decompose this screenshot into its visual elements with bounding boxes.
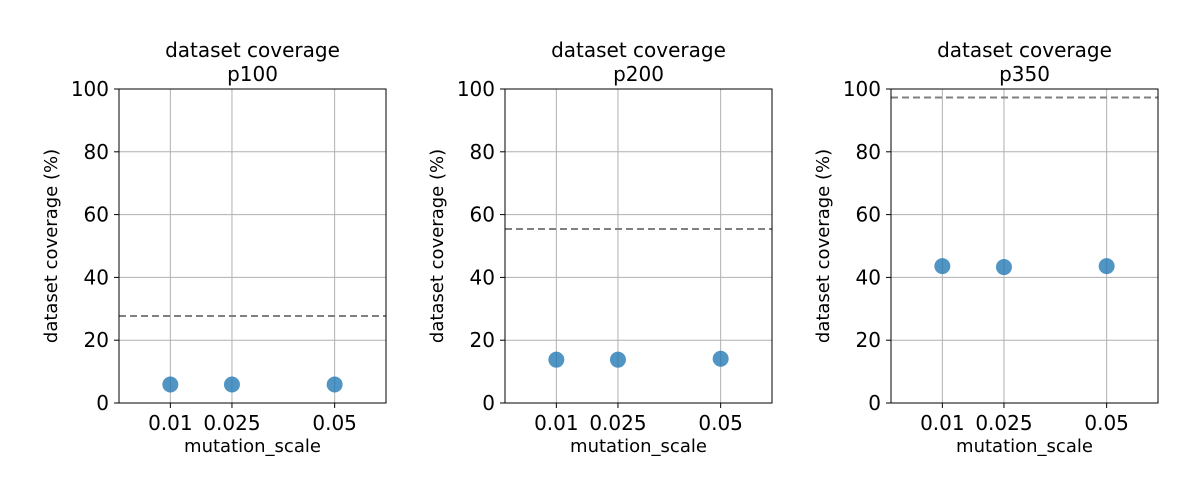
chart-title-line: dataset coverage xyxy=(165,38,340,62)
y-tick-label: 100 xyxy=(843,77,881,101)
chart-title: dataset coverage p100 xyxy=(165,38,340,86)
x-tick-label: 0.025 xyxy=(203,411,260,435)
y-tick-label: 40 xyxy=(84,265,109,289)
x-tick-label: 0.01 xyxy=(148,411,193,435)
chart-title-line: p100 xyxy=(227,62,278,86)
y-tick-label: 20 xyxy=(856,328,881,352)
x-tick-label: 0.01 xyxy=(920,411,965,435)
y-axis-label: dataset coverage (%) xyxy=(813,149,834,343)
chart-panel-2: 0.01 0.025 0.05 0 20 40 60 80 100 mutation_scale d… xyxy=(813,38,1159,457)
y-tick-label: 100 xyxy=(71,77,109,101)
y-tick-label: 80 xyxy=(470,140,495,164)
y-tick-label: 80 xyxy=(856,140,881,164)
y-tick-label: 60 xyxy=(470,203,495,227)
x-tick-label: 0.025 xyxy=(589,411,646,435)
x-axis-label: mutation_scale xyxy=(956,436,1093,457)
chart-title-line: dataset coverage xyxy=(937,38,1112,62)
y-tick-label: 80 xyxy=(84,140,109,164)
data-point-2 xyxy=(1098,258,1115,275)
y-tick-label: 20 xyxy=(84,328,109,352)
y-axis-label: dataset coverage (%) xyxy=(427,149,448,343)
x-tick-label: 0.05 xyxy=(698,411,743,435)
chart-title: dataset coverage p350 xyxy=(937,38,1112,86)
y-tick-label: 0 xyxy=(482,391,495,415)
y-axis-label: dataset coverage (%) xyxy=(41,149,62,343)
y-tick-label: 40 xyxy=(856,265,881,289)
axes-frame xyxy=(118,88,387,404)
y-tick-label: 0 xyxy=(96,391,109,415)
data-point-2 xyxy=(712,350,729,367)
data-point-0 xyxy=(162,376,179,393)
axes-frame xyxy=(504,88,773,404)
chart-title: dataset coverage p200 xyxy=(551,38,726,86)
y-tick-label: 20 xyxy=(470,328,495,352)
data-point-0 xyxy=(548,351,565,368)
x-tick-label: 0.025 xyxy=(975,411,1032,435)
chart-title-line: dataset coverage xyxy=(551,38,726,62)
data-point-2 xyxy=(326,376,343,393)
y-tick-label: 40 xyxy=(470,265,495,289)
data-point-0 xyxy=(934,258,951,275)
x-tick-label: 0.05 xyxy=(1084,411,1129,435)
x-axis-label: mutation_scale xyxy=(184,436,321,457)
data-point-1 xyxy=(995,259,1012,276)
x-axis-label: mutation_scale xyxy=(570,436,707,457)
axes-frame xyxy=(890,88,1159,404)
x-tick-label: 0.01 xyxy=(534,411,579,435)
data-point-1 xyxy=(609,351,626,368)
chart-panel-1: 0.01 0.025 0.05 0 20 40 60 80 100 mutation_scale d… xyxy=(427,38,773,457)
x-tick-label: 0.05 xyxy=(312,411,357,435)
chart-panel-0: 0.01 0.025 0.05 0 20 40 60 80 100 mutation_scale d… xyxy=(41,38,387,457)
data-point-1 xyxy=(223,376,240,393)
chart-title-line: p350 xyxy=(999,62,1050,86)
y-tick-label: 60 xyxy=(84,203,109,227)
y-tick-label: 60 xyxy=(856,203,881,227)
chart-title-line: p200 xyxy=(613,62,664,86)
y-tick-label: 0 xyxy=(868,391,881,415)
y-tick-label: 100 xyxy=(457,77,495,101)
